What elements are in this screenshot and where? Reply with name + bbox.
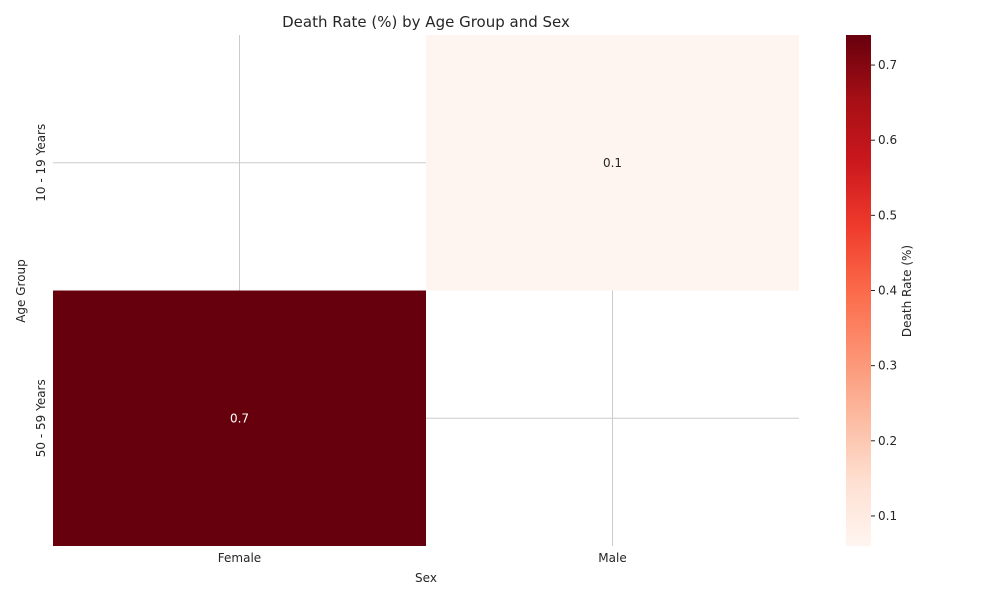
cell-value-label: 0.7 <box>230 411 249 425</box>
colorbar-tick-label: 0.6 <box>878 133 897 147</box>
heatmap-cell <box>426 35 799 291</box>
colorbar-tick-label: 0.4 <box>878 284 897 298</box>
cell-labels: 0.1 0.7 <box>230 156 622 426</box>
y-tick-label: 10 - 19 Years <box>34 124 48 202</box>
y-axis-label: Age Group <box>14 259 28 323</box>
colorbar-tick-label: 0.7 <box>878 58 897 72</box>
colorbar-tick-label: 0.2 <box>878 434 897 448</box>
y-axis-ticks: 10 - 19 Years 50 - 59 Years <box>34 124 48 457</box>
cell-value-label: 0.1 <box>603 156 622 170</box>
y-tick-label: 50 - 59 Years <box>34 379 48 457</box>
colorbar-tick-label: 0.5 <box>878 208 897 222</box>
colorbar-tick-label: 0.1 <box>878 509 897 523</box>
x-tick-label: Female <box>218 551 261 565</box>
colorbar-gradient <box>846 35 871 546</box>
colorbar-label: Death Rate (%) <box>900 245 914 337</box>
colorbar-tick-label: 0.3 <box>878 359 897 373</box>
x-tick-label: Male <box>598 551 626 565</box>
x-axis-label: Sex <box>415 571 437 585</box>
heatmap-cells <box>53 35 799 546</box>
colorbar: 0.1 0.2 0.3 0.4 0.5 0.6 0.7 Death Rate (%) <box>846 35 914 546</box>
x-axis-ticks: Female Male <box>218 551 627 565</box>
heatmap-cell <box>53 290 426 546</box>
plot-area: 0.1 0.7 <box>53 35 799 546</box>
colorbar-ticks: 0.1 0.2 0.3 0.4 0.5 0.6 0.7 <box>871 58 897 523</box>
chart-title: Death Rate (%) by Age Group and Sex <box>282 13 570 31</box>
